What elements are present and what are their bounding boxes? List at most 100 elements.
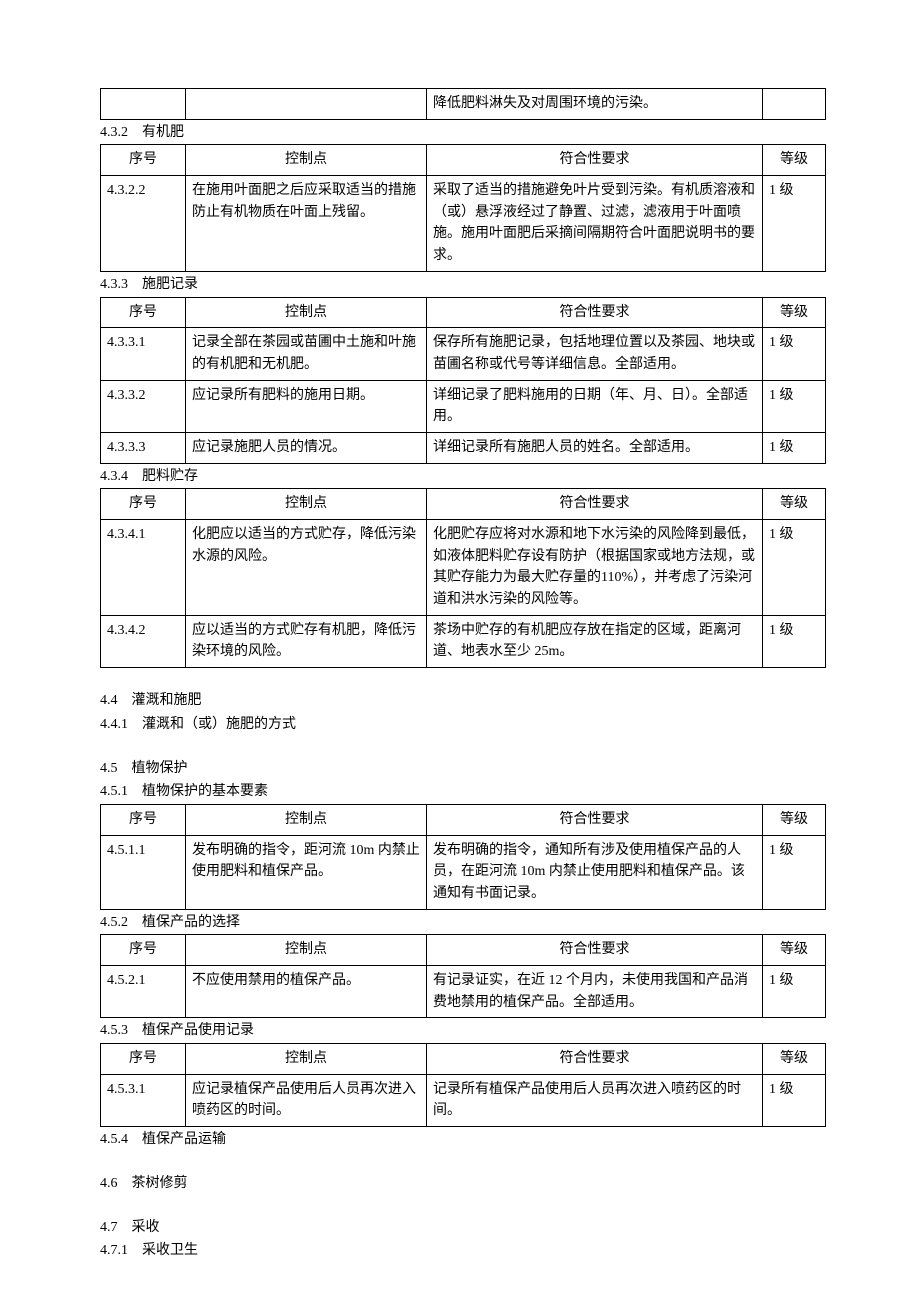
header-num: 序号	[101, 935, 186, 966]
header-grade: 等级	[763, 804, 826, 835]
table-row: 4.3.3.1 记录全部在茶园或苗圃中土施和叶施的有机肥和无机肥。 保存所有施肥…	[101, 328, 826, 380]
cell-grade: 1 级	[763, 520, 826, 616]
section-heading-47: 4.7 采收	[100, 1217, 826, 1239]
header-req: 符合性要求	[427, 489, 763, 520]
cell-ctrl: 发布明确的指令，距河流 10m 内禁止使用肥料和植保产品。	[186, 835, 427, 909]
cell-num: 4.5.3.1	[101, 1074, 186, 1126]
table-453: 序号 控制点 符合性要求 等级 4.5.3.1 应记录植保产品使用后人员再次进入…	[100, 1043, 826, 1127]
cell-grade: 1 级	[763, 835, 826, 909]
table-row: 4.3.2.2 在施用叶面肥之后应采取适当的措施防止有机物质在叶面上残留。 采取…	[101, 176, 826, 272]
cell-num: 4.3.3.1	[101, 328, 186, 380]
cell-grade: 1 级	[763, 966, 826, 1018]
table-row: 降低肥料淋失及对周围环境的污染。	[101, 89, 826, 120]
table-row: 4.5.1.1 发布明确的指令，距河流 10m 内禁止使用肥料和植保产品。 发布…	[101, 835, 826, 909]
header-num: 序号	[101, 1044, 186, 1075]
cell-req: 详细记录了肥料施用的日期（年、月、日）。全部适用。	[427, 380, 763, 432]
section-heading-453: 4.5.3 植保产品使用记录	[100, 1020, 826, 1042]
header-grade: 等级	[763, 489, 826, 520]
table-451: 序号 控制点 符合性要求 等级 4.5.1.1 发布明确的指令，距河流 10m …	[100, 804, 826, 910]
header-num: 序号	[101, 297, 186, 328]
table-row: 4.5.3.1 应记录植保产品使用后人员再次进入喷药区的时间。 记录所有植保产品…	[101, 1074, 826, 1126]
header-num: 序号	[101, 489, 186, 520]
document-page: 降低肥料淋失及对周围环境的污染。 4.3.2 有机肥 序号 控制点 符合性要求 …	[0, 0, 920, 1303]
cell-grade: 1 级	[763, 1074, 826, 1126]
section-heading-434: 4.3.4 肥料贮存	[100, 466, 826, 488]
cell-num: 4.5.2.1	[101, 966, 186, 1018]
cell-num: 4.3.2.2	[101, 176, 186, 272]
table-432: 序号 控制点 符合性要求 等级 4.3.2.2 在施用叶面肥之后应采取适当的措施…	[100, 144, 826, 271]
cell-num: 4.5.1.1	[101, 835, 186, 909]
header-req: 符合性要求	[427, 935, 763, 966]
section-heading-432: 4.3.2 有机肥	[100, 122, 826, 144]
cell-ctrl: 在施用叶面肥之后应采取适当的措施防止有机物质在叶面上残留。	[186, 176, 427, 272]
cell-num: 4.3.3.2	[101, 380, 186, 432]
cell-grade: 1 级	[763, 380, 826, 432]
header-grade: 等级	[763, 1044, 826, 1075]
header-ctrl: 控制点	[186, 804, 427, 835]
header-req: 符合性要求	[427, 297, 763, 328]
section-heading-451: 4.5.1 植物保护的基本要素	[100, 781, 826, 803]
section-heading-452: 4.5.2 植保产品的选择	[100, 912, 826, 934]
cell-req: 有记录证实，在近 12 个月内，未使用我国和产品消费地禁用的植保产品。全部适用。	[427, 966, 763, 1018]
cell-req: 保存所有施肥记录，包括地理位置以及茶园、地块或苗圃名称或代号等详细信息。全部适用…	[427, 328, 763, 380]
table-header: 序号 控制点 符合性要求 等级	[101, 489, 826, 520]
header-ctrl: 控制点	[186, 297, 427, 328]
cell-num: 4.3.4.1	[101, 520, 186, 616]
header-ctrl: 控制点	[186, 145, 427, 176]
section-heading-441: 4.4.1 灌溉和（或）施肥的方式	[100, 714, 826, 736]
cell-ctrl: 记录全部在茶园或苗圃中土施和叶施的有机肥和无机肥。	[186, 328, 427, 380]
cell-num	[101, 89, 186, 120]
table-row: 4.5.2.1 不应使用禁用的植保产品。 有记录证实，在近 12 个月内，未使用…	[101, 966, 826, 1018]
section-heading-471: 4.7.1 采收卫生	[100, 1240, 826, 1262]
cell-grade: 1 级	[763, 176, 826, 272]
cell-req: 化肥贮存应将对水源和地下水污染的风险降到最低，如液体肥料贮存设有防护（根据国家或…	[427, 520, 763, 616]
cell-ctrl: 应记录植保产品使用后人员再次进入喷药区的时间。	[186, 1074, 427, 1126]
header-req: 符合性要求	[427, 145, 763, 176]
table-header: 序号 控制点 符合性要求 等级	[101, 297, 826, 328]
section-heading-45: 4.5 植物保护	[100, 758, 826, 780]
header-grade: 等级	[763, 297, 826, 328]
cell-req: 记录所有植保产品使用后人员再次进入喷药区的时间。	[427, 1074, 763, 1126]
cell-grade: 1 级	[763, 328, 826, 380]
table-row: 4.3.3.3 应记录施肥人员的情况。 详细记录所有施肥人员的姓名。全部适用。 …	[101, 432, 826, 463]
cell-num: 4.3.4.2	[101, 615, 186, 667]
header-ctrl: 控制点	[186, 1044, 427, 1075]
cell-ctrl: 应记录施肥人员的情况。	[186, 432, 427, 463]
header-grade: 等级	[763, 935, 826, 966]
section-heading-433: 4.3.3 施肥记录	[100, 274, 826, 296]
table-row: 4.3.3.2 应记录所有肥料的施用日期。 详细记录了肥料施用的日期（年、月、日…	[101, 380, 826, 432]
cell-grade: 1 级	[763, 432, 826, 463]
section-heading-454: 4.5.4 植保产品运输	[100, 1129, 826, 1151]
cell-req: 茶场中贮存的有机肥应存放在指定的区域，距离河道、地表水至少 25m。	[427, 615, 763, 667]
cell-req: 降低肥料淋失及对周围环境的污染。	[427, 89, 763, 120]
section-heading-44: 4.4 灌溉和施肥	[100, 690, 826, 712]
cell-grade: 1 级	[763, 615, 826, 667]
header-num: 序号	[101, 804, 186, 835]
header-req: 符合性要求	[427, 1044, 763, 1075]
cell-req: 采取了适当的措施避免叶片受到污染。有机质溶液和（或）悬浮液经过了静置、过滤，滤液…	[427, 176, 763, 272]
header-ctrl: 控制点	[186, 935, 427, 966]
header-grade: 等级	[763, 145, 826, 176]
table-434: 序号 控制点 符合性要求 等级 4.3.4.1 化肥应以适当的方式贮存，降低污染…	[100, 488, 826, 668]
table-row: 4.3.4.2 应以适当的方式贮存有机肥，降低污染环境的风险。 茶场中贮存的有机…	[101, 615, 826, 667]
cell-ctrl: 化肥应以适当的方式贮存，降低污染水源的风险。	[186, 520, 427, 616]
cell-ctrl: 应记录所有肥料的施用日期。	[186, 380, 427, 432]
cell-req: 发布明确的指令，通知所有涉及使用植保产品的人员，在距河流 10m 内禁止使用肥料…	[427, 835, 763, 909]
table-header: 序号 控制点 符合性要求 等级	[101, 145, 826, 176]
table-433: 序号 控制点 符合性要求 等级 4.3.3.1 记录全部在茶园或苗圃中土施和叶施…	[100, 297, 826, 464]
cell-grade	[763, 89, 826, 120]
table-continuation: 降低肥料淋失及对周围环境的污染。	[100, 88, 826, 120]
cell-num: 4.3.3.3	[101, 432, 186, 463]
table-header: 序号 控制点 符合性要求 等级	[101, 804, 826, 835]
section-heading-46: 4.6 茶树修剪	[100, 1173, 826, 1195]
cell-req: 详细记录所有施肥人员的姓名。全部适用。	[427, 432, 763, 463]
header-req: 符合性要求	[427, 804, 763, 835]
table-header: 序号 控制点 符合性要求 等级	[101, 935, 826, 966]
header-num: 序号	[101, 145, 186, 176]
table-header: 序号 控制点 符合性要求 等级	[101, 1044, 826, 1075]
cell-ctrl: 不应使用禁用的植保产品。	[186, 966, 427, 1018]
cell-ctrl	[186, 89, 427, 120]
header-ctrl: 控制点	[186, 489, 427, 520]
table-452: 序号 控制点 符合性要求 等级 4.5.2.1 不应使用禁用的植保产品。 有记录…	[100, 934, 826, 1018]
table-row: 4.3.4.1 化肥应以适当的方式贮存，降低污染水源的风险。 化肥贮存应将对水源…	[101, 520, 826, 616]
